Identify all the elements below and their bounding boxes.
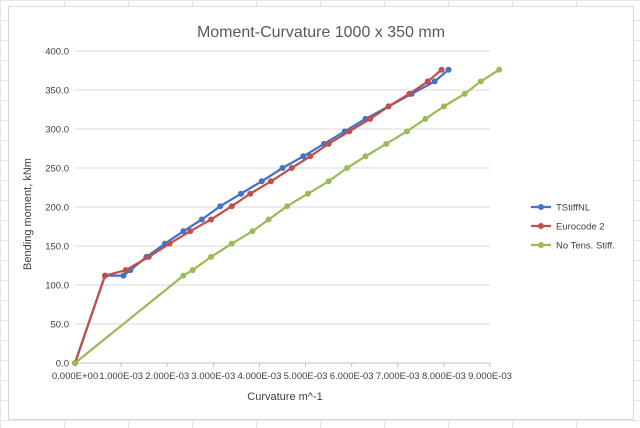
x-tick-label: 1.000E-03 xyxy=(99,371,143,382)
data-point-eurocode-2 xyxy=(424,78,431,85)
data-point-eurocode-2 xyxy=(325,140,332,147)
data-point-no-tens-stiff xyxy=(325,178,332,185)
legend-item-tstiffnl: TStiffNL xyxy=(531,203,590,214)
data-point-eurocode-2 xyxy=(438,66,445,73)
data-point-eurocode-2 xyxy=(267,178,274,185)
x-tick-label: 7.000E-03 xyxy=(376,371,420,382)
data-point-tstiffnl xyxy=(198,216,205,223)
moment-curvature-chart: Moment-Curvature 1000 x 350 mm 0.0 50.0 10… xyxy=(22,24,615,403)
data-point-eurocode-2 xyxy=(145,253,152,260)
legend-label: TStiffNL xyxy=(556,203,590,214)
y-tick-label: 300.0 xyxy=(45,125,69,136)
legend-swatch-marker xyxy=(538,242,544,248)
data-point-tstiffnl xyxy=(217,203,224,210)
data-point-eurocode-2 xyxy=(385,103,392,110)
data-point-eurocode-2 xyxy=(406,90,413,97)
data-point-no-tens-stiff xyxy=(304,190,311,197)
data-point-no-tens-stiff xyxy=(461,90,468,97)
x-tick-label: 2.000E-03 xyxy=(145,371,189,382)
x-tick-label: 4.000E-03 xyxy=(238,371,282,382)
legend-swatch-marker xyxy=(538,204,544,210)
data-point-tstiffnl xyxy=(238,190,244,197)
chart-area[interactable]: Moment-Curvature 1000 x 350 mm 0.0 50.0 10… xyxy=(8,6,634,420)
y-tick-label: 250.0 xyxy=(45,164,69,175)
y-tick-label: 400.0 xyxy=(45,47,69,58)
series-no-tens-stiff xyxy=(72,66,503,366)
legend-label: Eurocode 2 xyxy=(556,222,605,233)
x-tick-label: 8.000E-03 xyxy=(422,371,466,382)
data-point-no-tens-stiff xyxy=(440,103,447,110)
data-point-no-tens-stiff xyxy=(249,228,256,235)
y-tick-label: 200.0 xyxy=(45,203,69,214)
data-point-tstiffnl xyxy=(445,66,452,73)
data-point-tstiffnl xyxy=(300,153,307,160)
y-tick-label: 350.0 xyxy=(45,86,69,97)
x-tick-label: 0.000E+00 xyxy=(52,371,98,382)
y-tick-labels: 0.0 50.0 100.0 150.0 200.0 250.0 300.0 350.0 400… xyxy=(45,47,69,370)
legend-swatch-marker xyxy=(538,223,544,229)
x-tick-label: 5.000E-03 xyxy=(284,371,328,382)
data-point-no-tens-stiff xyxy=(284,203,291,210)
legend: TStiffNL Eurocode 2 No Tens. Stiff. xyxy=(531,203,615,252)
y-axis-label: Bending moment, kNm xyxy=(22,158,34,270)
legend-label: No Tens. Stiff. xyxy=(556,241,615,252)
data-point-no-tens-stiff xyxy=(265,216,272,223)
y-tick-label: 100.0 xyxy=(45,281,69,292)
data-point-eurocode-2 xyxy=(307,153,314,160)
data-point-eurocode-2 xyxy=(346,128,353,135)
data-point-eurocode-2 xyxy=(208,216,215,223)
x-axis-label: Curvature m^-1 xyxy=(247,391,322,403)
data-point-eurocode-2 xyxy=(247,190,254,197)
legend-item-no-tens-stiff: No Tens. Stiff. xyxy=(531,241,615,252)
data-point-no-tens-stiff xyxy=(404,128,410,135)
x-tick-label: 3.000E-03 xyxy=(191,371,235,382)
data-point-no-tens-stiff xyxy=(362,153,369,160)
data-point-tstiffnl xyxy=(258,178,265,185)
data-point-eurocode-2 xyxy=(228,203,235,210)
data-point-no-tens-stiff xyxy=(422,115,429,122)
data-point-no-tens-stiff xyxy=(496,66,503,73)
data-point-no-tens-stiff xyxy=(72,360,78,366)
series-group xyxy=(72,66,503,366)
series-tstiffnl xyxy=(72,66,452,366)
data-point-no-tens-stiff xyxy=(208,253,215,260)
data-point-eurocode-2 xyxy=(367,115,374,122)
data-point-eurocode-2 xyxy=(122,267,129,274)
series-line-no-tens-stiff xyxy=(74,68,500,364)
data-point-no-tens-stiff xyxy=(477,78,484,85)
x-tick-label: 6.000E-03 xyxy=(330,371,374,382)
legend-item-eurocode-2: Eurocode 2 xyxy=(531,222,605,233)
y-tick-label: 0.0 xyxy=(56,359,69,370)
x-tick-labels: 0.000E+00 1.000E-03 2.000E-03 3.000E-03 4.00… xyxy=(52,371,512,382)
data-point-no-tens-stiff xyxy=(180,272,187,279)
x-tick-label: 9.000E-03 xyxy=(468,371,512,382)
data-point-tstiffnl xyxy=(431,78,438,85)
y-tick-label: 150.0 xyxy=(45,242,69,253)
data-point-eurocode-2 xyxy=(166,240,173,247)
gridlines xyxy=(75,50,490,325)
data-point-no-tens-stiff xyxy=(189,267,196,274)
y-tick-label: 50.0 xyxy=(51,320,70,331)
data-point-no-tens-stiff xyxy=(228,240,235,247)
chart-title: Moment-Curvature 1000 x 350 mm xyxy=(197,24,445,41)
data-point-tstiffnl xyxy=(180,228,187,235)
data-point-no-tens-stiff xyxy=(383,140,390,147)
data-point-tstiffnl xyxy=(279,165,286,171)
data-point-eurocode-2 xyxy=(187,228,194,235)
data-point-tstiffnl xyxy=(120,272,127,279)
data-point-no-tens-stiff xyxy=(344,165,351,171)
data-point-eurocode-2 xyxy=(288,165,295,171)
data-point-eurocode-2 xyxy=(101,272,108,279)
axes xyxy=(74,362,491,367)
